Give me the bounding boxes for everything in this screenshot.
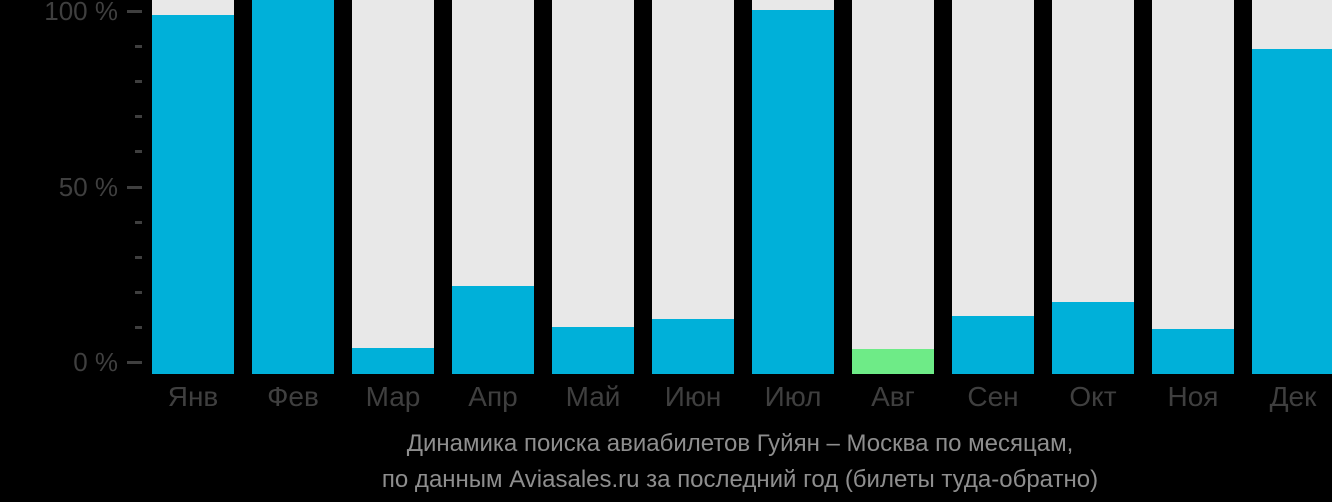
x-tick-label: Июл xyxy=(764,381,822,412)
track-bar xyxy=(352,0,434,374)
y-minor-tick-mark xyxy=(135,221,142,224)
value-bar xyxy=(652,319,734,374)
y-minor-tick-mark xyxy=(135,45,142,48)
track-bar xyxy=(552,0,634,374)
y-major-tick-mark xyxy=(127,186,142,189)
value-bar xyxy=(352,348,434,374)
y-major-tick-mark xyxy=(127,361,142,364)
x-tick-label: Ноя xyxy=(1167,381,1219,412)
x-tick-label: Мар xyxy=(365,381,421,412)
value-bar xyxy=(1152,329,1234,374)
value-bar xyxy=(1052,302,1134,374)
value-bar xyxy=(452,286,534,374)
chart-title: Динамика поиска авиабилетов Гуйян – Моск… xyxy=(406,430,1074,457)
value-bar xyxy=(952,316,1034,374)
track-bar xyxy=(952,0,1034,374)
value-bar xyxy=(1252,49,1332,374)
y-minor-tick-mark xyxy=(135,326,142,329)
y-tick-label: 100 % xyxy=(44,0,118,26)
y-major-tick-mark xyxy=(127,10,142,13)
chart-caption: Динамика поиска авиабилетов Гуйян – Моск… xyxy=(148,426,1332,498)
x-tick-label: Янв xyxy=(167,381,219,412)
value-bar-highlighted xyxy=(852,349,934,374)
y-minor-tick-mark xyxy=(135,291,142,294)
x-tick-label: Сен xyxy=(967,381,1019,412)
x-tick-label: Фев xyxy=(267,381,319,412)
x-tick-label: Май xyxy=(565,381,621,412)
y-minor-tick-mark xyxy=(135,256,142,259)
x-tick-label: Окт xyxy=(1069,381,1117,412)
x-tick-label: Апр xyxy=(468,381,518,412)
y-tick-label: 50 % xyxy=(58,172,118,202)
track-bar xyxy=(1152,0,1234,374)
track-bar xyxy=(652,0,734,374)
y-tick-label: 0 % xyxy=(73,347,118,377)
y-minor-tick-mark xyxy=(135,80,142,83)
x-tick-label: Июн xyxy=(664,381,722,412)
chart-subtitle: по данным Aviasales.ru за последний год … xyxy=(381,466,1099,493)
value-bar xyxy=(552,327,634,374)
value-bar xyxy=(152,15,234,374)
y-minor-tick-mark xyxy=(135,115,142,118)
x-tick-label: Авг xyxy=(871,381,915,412)
value-bar xyxy=(252,0,334,374)
y-minor-tick-mark xyxy=(135,150,142,153)
track-bar xyxy=(852,0,934,374)
x-tick-label: Дек xyxy=(1269,381,1317,412)
value-bar xyxy=(752,10,834,374)
